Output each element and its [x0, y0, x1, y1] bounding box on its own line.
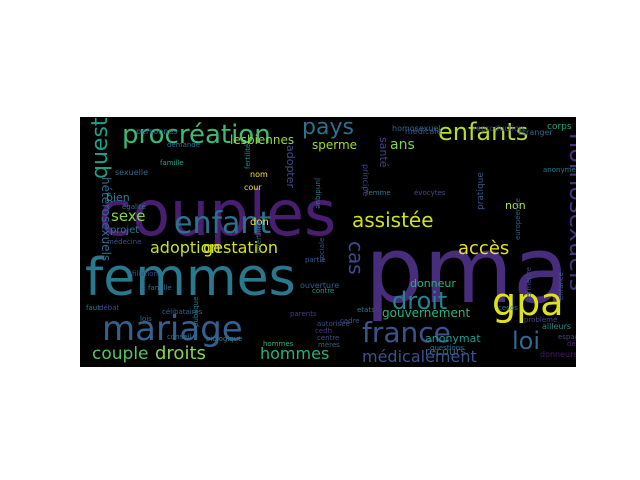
cloud-word: pratique	[476, 172, 486, 210]
cloud-word: mariage	[102, 309, 243, 349]
cloud-word: centre	[317, 334, 339, 342]
cloud-word: médecine	[107, 238, 141, 246]
cloud-word: espagne	[558, 333, 576, 341]
cloud-word: non	[505, 199, 526, 212]
cloud-word: célibataires	[162, 308, 203, 316]
cloud-word: débat	[99, 304, 119, 312]
cloud-word: mères	[318, 341, 340, 349]
cloud-word: contre	[312, 287, 334, 295]
cloud-word: sociale	[318, 238, 326, 262]
cloud-word: donneurs	[540, 350, 576, 359]
cloud-word: couple	[92, 344, 149, 364]
cloud-word: lois	[140, 315, 152, 323]
cloud-word: cadre	[340, 317, 360, 325]
cloud-word: adopter	[284, 145, 297, 189]
cloud-word: hommes	[263, 340, 294, 348]
cloud-word: médicalement	[362, 347, 477, 366]
cloud-word: questions	[430, 344, 464, 352]
cloud-word: pma	[365, 217, 569, 324]
cloud-word: partie	[305, 256, 326, 264]
cloud-word: parents	[290, 310, 317, 318]
cloud-word: infertilité	[255, 221, 263, 253]
cloud-word: évocytes	[414, 189, 446, 197]
cloud-word: projet	[110, 225, 139, 236]
cloud-word: enfant	[174, 206, 271, 241]
cloud-word: européenne	[514, 198, 522, 240]
cloud-word: assistée	[352, 208, 434, 232]
cloud-word: nom	[250, 170, 268, 179]
cloud-word: cedh	[315, 327, 332, 335]
cloud-word: enfants	[438, 118, 528, 146]
cloud-word: couples	[98, 177, 336, 250]
cloud-word: anonyme	[543, 166, 576, 174]
cloud-word: accès	[458, 238, 509, 259]
cloud-word: problème	[524, 316, 557, 324]
cloud-word: étranger	[518, 127, 553, 137]
cloud-word: gpa	[492, 280, 564, 324]
cloud-word: hétérosexuels	[99, 177, 113, 261]
cloud-word: ans	[390, 137, 415, 153]
cloud-word: biologique	[206, 335, 242, 343]
cloud-word: adoption	[150, 238, 221, 257]
cloud-word: question	[88, 117, 113, 179]
cloud-word: médicale	[405, 126, 442, 136]
cloud-word: pays	[302, 117, 354, 140]
cloud-word: loi	[512, 327, 540, 355]
cloud-word: etats	[357, 306, 375, 314]
cloud-word: homosexuels	[564, 133, 576, 291]
cloud-word: femme	[366, 189, 391, 197]
cloud-word: recours	[425, 345, 466, 358]
cloud-word: homosexuel	[392, 124, 441, 133]
cloud-word: france	[362, 316, 451, 349]
cloud-word: enfance	[557, 272, 565, 300]
cloud-word: bien	[106, 191, 130, 204]
cloud-word: femmes	[85, 248, 296, 308]
cloud-word: juridique	[314, 177, 322, 209]
cloud-word: cecos	[498, 304, 518, 312]
cloud-word: sexe	[111, 207, 145, 225]
cloud-word: faut	[86, 304, 100, 312]
cloud-word: droits	[155, 343, 206, 364]
cloud-word: principe	[361, 164, 370, 196]
cloud-word: gouvernement	[382, 306, 470, 320]
cloud-word: publique	[192, 297, 200, 327]
cloud-word: corps	[547, 122, 572, 132]
cloud-word: conseil	[167, 333, 191, 341]
cloud-word: don	[250, 217, 269, 228]
cloud-word: famille	[148, 284, 172, 292]
cloud-word: ouverture	[300, 281, 339, 290]
cloud-word: permettre	[525, 267, 533, 302]
cloud-word: gestation	[203, 238, 278, 257]
cloud-word: ailleurs	[542, 322, 571, 331]
cloud-word: fertilité	[244, 144, 252, 169]
cloud-word: égalité	[122, 203, 146, 211]
cloud-word: sperme	[312, 138, 357, 152]
cloud-word: cas	[344, 241, 368, 275]
cloud-word: déjà	[567, 340, 576, 348]
cloud-word: filiation	[132, 270, 158, 278]
cloud-word: lesbiennes	[230, 133, 294, 147]
cloud-word: droit	[392, 287, 447, 315]
cloud-word: anonymat	[425, 332, 481, 345]
cloud-word: sexuelle	[115, 168, 148, 177]
cloud-word: procréation	[122, 120, 271, 150]
cloud-word: demande	[167, 141, 200, 149]
cloud-word: hommes	[260, 344, 329, 363]
cloud-word: santé	[377, 137, 390, 168]
cloud-word: famille	[160, 159, 184, 167]
word-cloud: pma couples femmes mariage enfant procréation…	[80, 117, 576, 367]
cloud-word: autorisée	[317, 320, 350, 328]
cloud-word: donneur	[410, 277, 456, 290]
cloud-word: reproduction	[473, 124, 524, 133]
cloud-word: cour	[244, 183, 262, 192]
cloud-word: personnes	[136, 127, 178, 136]
